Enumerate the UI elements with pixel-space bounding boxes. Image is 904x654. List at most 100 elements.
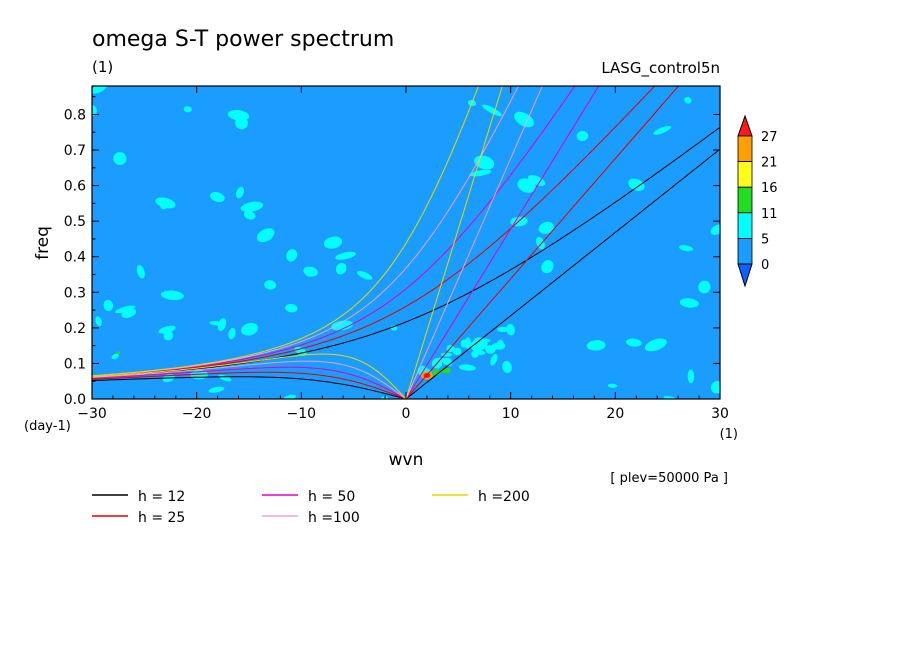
colorbar-segment <box>737 161 753 188</box>
power-contour-low <box>473 337 485 349</box>
dispersion-curve-kelvin-h100 <box>405 86 543 399</box>
power-contour-low <box>111 353 119 360</box>
colorbar-level-label: 21 <box>761 156 778 171</box>
x-tick-label: 10 <box>502 406 520 422</box>
power-contour-low <box>228 327 236 340</box>
power-contour-low <box>678 245 693 252</box>
dispersion-curve-rossby-h100 <box>92 360 407 399</box>
x-units-label: (1) <box>720 427 738 442</box>
power-contour-low <box>541 260 554 274</box>
power-contour-low <box>240 201 264 212</box>
colorbar-level-label: 11 <box>761 207 778 222</box>
chart-title: omega S-T power spectrum <box>92 27 394 52</box>
colorbar-level-label: 16 <box>761 181 778 196</box>
dispersion-curve-kelvin-h25 <box>405 86 680 399</box>
power-contour-low <box>535 236 545 250</box>
power-contour-low <box>160 290 184 301</box>
power-contour-low <box>235 116 248 130</box>
power-contour-low <box>506 323 515 336</box>
legend-label-h50: h = 50 <box>308 489 355 505</box>
power-contour-low <box>528 174 546 187</box>
dispersion-curve-kelvin-h200 <box>405 86 503 399</box>
power-contour-low <box>241 322 259 336</box>
power-contour-low <box>710 224 720 235</box>
power-contour-low <box>625 338 642 347</box>
y-tick-label: 0.0 <box>64 392 86 408</box>
power-contour-mid <box>116 351 121 355</box>
legend-label-h12: h = 12 <box>138 489 185 505</box>
power-contour-low <box>607 383 618 388</box>
dispersion-curve-rossby-h12 <box>92 376 407 399</box>
power-contour-low <box>113 152 127 166</box>
x-tick-label: 20 <box>606 406 624 422</box>
colorbar-level-label: 27 <box>761 130 778 145</box>
chart-subtitle-left: (1) <box>92 58 113 76</box>
power-contour-low <box>256 228 275 243</box>
colorbar-segment <box>737 212 753 239</box>
power-contour-low <box>285 303 298 313</box>
power-contour-low <box>497 326 509 333</box>
power-contour-low <box>305 272 315 277</box>
y-tick-label: 0.5 <box>64 214 86 230</box>
power-contour-low <box>502 360 512 374</box>
dispersion-curve-rossby-h200 <box>92 353 407 399</box>
power-contour-low <box>490 353 498 366</box>
power-contour-low <box>460 339 469 348</box>
level-annotation: [ plev=50000 Pa ] <box>610 471 728 486</box>
power-contour-low <box>286 249 298 262</box>
colorbar-level-label: 5 <box>761 232 769 247</box>
power-contour-low <box>482 104 502 117</box>
power-contour-low <box>538 221 554 235</box>
power-contour-low <box>103 299 114 312</box>
y-tick-label: 0.4 <box>64 250 86 266</box>
dispersion-curves <box>92 86 720 399</box>
dispersion-curve-mrg-h100 <box>92 86 519 377</box>
y-axis-label: freq <box>33 226 53 260</box>
colorbar-level-label: 0 <box>761 258 769 273</box>
power-contour-low <box>356 270 373 280</box>
y-tick-label: 0.3 <box>64 285 86 301</box>
dispersion-curve-rossby-h25 <box>92 371 407 399</box>
power-contour-low <box>264 280 277 290</box>
y-tick-label: 0.1 <box>64 356 86 372</box>
power-contour-low <box>209 321 224 326</box>
dispersion-curve-rossby-h50 <box>92 366 407 399</box>
legend-label-h25: h = 25 <box>138 510 185 526</box>
power-contour-low <box>236 186 244 199</box>
colorbar-segment <box>737 135 753 163</box>
x-tick-label: −10 <box>287 406 317 422</box>
power-contour-low <box>687 369 695 384</box>
power-contour-low <box>586 340 606 351</box>
power-contour-low <box>644 338 667 352</box>
colorbar-max-arrow <box>737 114 753 137</box>
colorbar-segment <box>737 186 753 214</box>
power-contour-low <box>183 106 192 113</box>
x-axis-label: wvn <box>389 450 424 470</box>
power-contour-low <box>496 339 504 350</box>
y-tick-label: 0.8 <box>64 107 86 123</box>
chart-subtitle-right: LASG_control5n <box>601 59 720 78</box>
power-contour-low <box>208 386 225 393</box>
power-contour-low <box>92 86 108 94</box>
power-contour-low <box>331 320 353 331</box>
power-contour-low <box>283 394 296 399</box>
legend: h = 12 h = 25 h = 50 h =100 h =200 <box>92 489 530 526</box>
dispersion-curve-mrg-h12 <box>92 126 720 378</box>
dispersion-curve-kelvin-h50 <box>405 86 600 399</box>
power-contour-low <box>684 96 692 104</box>
colorbar-segment <box>737 237 753 265</box>
power-contour-low <box>160 202 168 210</box>
power-contour-low <box>576 130 589 142</box>
power-contour-low <box>485 345 496 354</box>
plot-area: −30 −20 −10 0 10 20 30 0.0 0.1 0.2 0.3 0.4 0.5 0.6 0.7… <box>64 85 729 422</box>
colorbar-min-arrow <box>737 263 753 288</box>
power-contour-low <box>136 264 145 279</box>
legend-label-h100: h =100 <box>308 510 360 526</box>
y-tick-label: 0.7 <box>64 143 86 159</box>
power-contour-low <box>335 251 356 260</box>
power-contour-low <box>92 105 97 117</box>
y-units-label: (day-1) <box>24 419 71 434</box>
x-tick-label: −20 <box>182 406 212 422</box>
dispersion-curve-mrg-h50 <box>92 86 576 377</box>
